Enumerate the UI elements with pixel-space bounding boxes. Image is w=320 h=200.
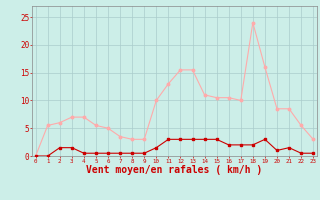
X-axis label: Vent moyen/en rafales ( km/h ): Vent moyen/en rafales ( km/h ) xyxy=(86,165,262,175)
